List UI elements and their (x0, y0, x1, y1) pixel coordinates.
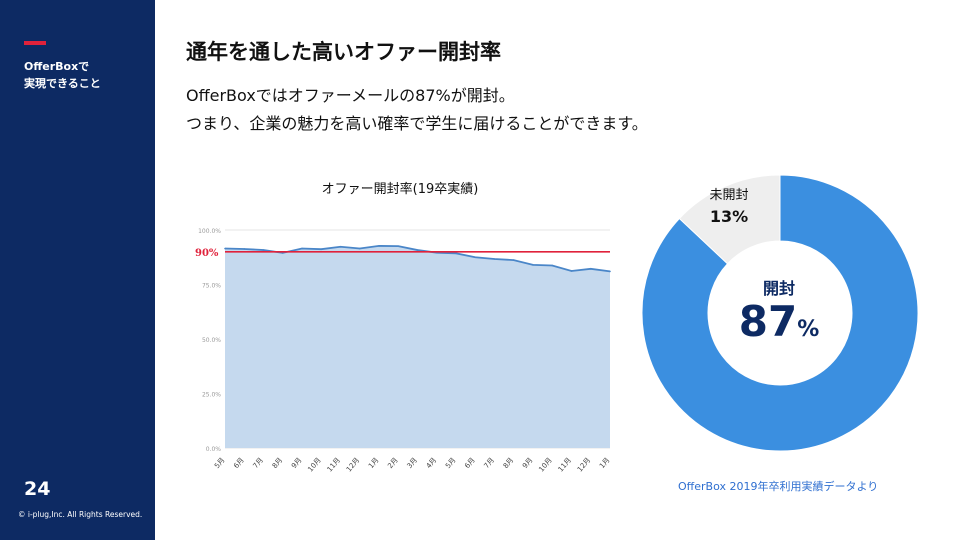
data-point (474, 256, 477, 259)
x-tick-label: 10月 (306, 456, 322, 473)
opened-value: 87% (719, 297, 839, 346)
y-tick-label: 75.0% (202, 283, 221, 290)
opened-value-unit: % (797, 317, 820, 342)
y-tick-label: 100.0% (198, 228, 221, 235)
data-point (609, 270, 611, 273)
y-tick-label: 50.0% (202, 337, 221, 344)
data-point (320, 248, 323, 250)
data-point (532, 264, 534, 266)
data-point (224, 247, 226, 250)
slide-title: 通年を通した高いオファー開封率 (186, 40, 501, 64)
opened-value-number: 87 (738, 297, 798, 346)
x-tick-label: 8月 (502, 456, 516, 470)
x-tick-label: 4月 (425, 456, 439, 470)
unopened-label: 未開封 (709, 188, 749, 203)
x-tick-label: 9月 (521, 456, 535, 470)
x-tick-label: 2月 (386, 456, 400, 470)
opened-label: 開封 (762, 279, 795, 298)
data-point (397, 245, 400, 247)
data-point (358, 247, 361, 250)
x-tick-label: 1月 (367, 456, 381, 470)
x-tick-label: 9月 (290, 456, 304, 470)
subtitle-line-2: つまり、企業の魅力を高い確率で学生に届けることができます。 (186, 114, 648, 133)
x-tick-label: 3月 (406, 456, 420, 470)
donut-slice (678, 174, 781, 265)
donut-slice (641, 174, 919, 452)
sidebar: OfferBoxで 実現できること 24 © i-plug,Inc. All R… (0, 0, 155, 540)
copyright: © i-plug,Inc. All Rights Reserved. (18, 510, 143, 519)
data-point (551, 264, 554, 267)
data-point (455, 252, 457, 255)
x-tick-label: 1月 (598, 456, 612, 470)
open-rate-donut-chart (641, 174, 919, 452)
data-point (416, 249, 419, 251)
x-tick-label: 8月 (271, 456, 285, 470)
x-tick-label: 11月 (557, 456, 573, 473)
data-point (339, 245, 342, 248)
x-tick-label: 12月 (345, 456, 361, 473)
reference-line-label: 90% (195, 248, 219, 259)
data-point (493, 258, 496, 260)
chart-title: オファー開封率(19卒実績) (321, 182, 479, 197)
area-fill (225, 245, 610, 448)
data-point (570, 270, 573, 272)
data-point (378, 245, 380, 247)
unopened-value: 13% (709, 207, 749, 226)
x-tick-label: 7月 (252, 456, 266, 470)
x-tick-label: 5月 (213, 456, 227, 470)
accent-bar (24, 41, 46, 45)
data-point (262, 249, 265, 251)
x-tick-label: 10月 (537, 456, 553, 473)
data-point (301, 247, 303, 250)
x-tick-label: 7月 (483, 456, 497, 470)
source-note: OfferBox 2019年卒利用実績データより (678, 480, 879, 493)
y-tick-label: 25.0% (202, 392, 221, 399)
subtitle-line-1: OfferBoxではオファーメールの87%が開封。 (186, 86, 515, 105)
data-point (243, 248, 246, 250)
x-tick-label: 6月 (232, 456, 246, 470)
data-point (589, 268, 592, 270)
x-tick-label: 11月 (326, 456, 342, 473)
x-tick-label: 12月 (576, 456, 592, 473)
open-rate-area-chart: 0.0%25.0%50.0%75.0%100.0%90%5月 6月 7月 8月 9月 10… (195, 228, 612, 473)
x-tick-label: 6月 (463, 456, 477, 470)
y-tick-label: 0.0% (206, 446, 222, 453)
section-title: OfferBoxで 実現できること (24, 60, 101, 90)
x-tick-label: 5月 (444, 456, 458, 470)
page-number: 24 (24, 478, 51, 500)
data-point (512, 259, 515, 261)
